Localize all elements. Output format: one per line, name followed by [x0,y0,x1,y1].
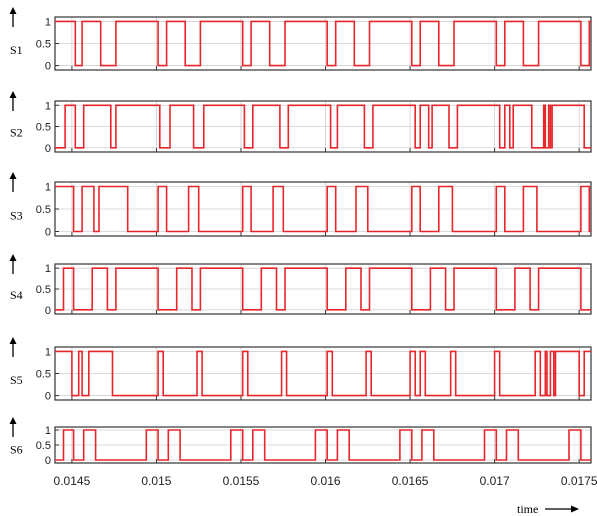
x-tick-label: 0.017 [480,474,510,488]
x-tick-label: 0.0175 [561,474,597,488]
x-tick-label: 0.015 [141,474,171,488]
x-tick-label: 0.016 [311,474,341,488]
subplot-s4: 0 0.5 1 S4 [9,254,592,317]
signal-s5-line [55,350,591,397]
subplot-label-s6: S6 [10,442,23,456]
y-tick-label: 1 [45,100,51,112]
y-tick-label: 0.5 [36,369,51,381]
time-arrow [545,505,579,513]
y-tick-label: 0 [45,227,51,239]
signal-s4-line [55,267,591,311]
y-tick-label: 0 [45,305,51,317]
y-tick-label: 1 [45,16,51,28]
signal-s1-line [55,20,591,67]
subplot-label-s1: S1 [10,43,23,57]
subplot-label-s3: S3 [10,208,23,222]
time-axis-label-group: time [517,502,579,516]
y-tick-label: 1 [45,182,51,194]
y-arrow [9,417,17,437]
time-axis-label: time [517,502,538,516]
signal-s2-line [55,104,591,149]
y-arrow [9,254,17,274]
y-arrow [9,172,17,192]
x-tick-label: 0.0155 [223,474,260,488]
y-tick-label: 0.5 [36,284,51,296]
subplot-s2: 0 0.5 1 S2 [9,91,592,155]
y-tick-label: 0 [45,455,51,467]
y-tick-label: 0 [45,61,51,73]
y-arrow [9,91,17,111]
y-arrow [9,337,17,357]
subplot-s1: 0 0.5 1 S1 [9,7,592,73]
subplot-s3: 0 0.5 1 S3 [9,172,592,239]
signal-s6-line [55,429,591,461]
x-tick-label: 0.0145 [54,474,91,488]
subplot-label-s2: S2 [10,126,23,140]
subplot-label-s5: S5 [10,373,23,387]
y-tick-label: 0 [45,391,51,403]
x-tick-label: 0.0165 [392,474,429,488]
subplot-s6: 0 0.5 1 S6 [9,417,592,467]
y-tick-label: 1 [45,425,51,437]
subplot-label-s4: S4 [10,288,23,302]
signal-s3-line [55,185,591,233]
y-tick-label: 0.5 [36,39,51,51]
y-tick-label: 0.5 [36,204,51,216]
y-tick-label: 1 [45,263,51,275]
subplot-s5: 0 0.5 1 S5 [9,337,592,403]
y-tick-label: 0 [45,143,51,155]
y-tick-label: 0.5 [36,122,51,134]
y-tick-label: 0.5 [36,440,51,452]
y-tick-label: 1 [45,346,51,358]
y-arrow [9,7,17,27]
